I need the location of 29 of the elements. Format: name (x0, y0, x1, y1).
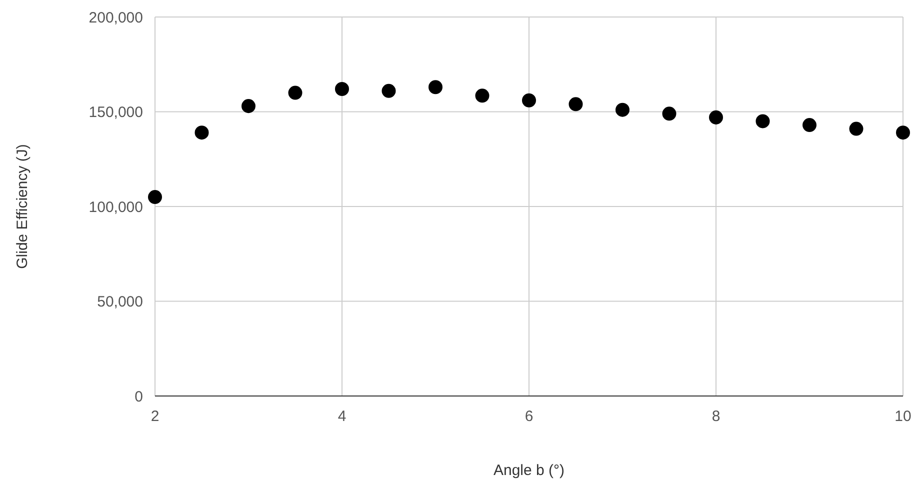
point (802, 118, 816, 132)
x-tick-label: 8 (712, 408, 720, 425)
y-tick-label: 0 (134, 388, 143, 406)
point (288, 86, 302, 100)
y-tick-label: 150,000 (88, 104, 143, 121)
point (428, 80, 442, 94)
y-tick-label: 100,000 (88, 198, 143, 216)
point (382, 84, 396, 98)
point (335, 82, 349, 96)
point (849, 122, 864, 136)
point (475, 88, 490, 103)
point (616, 102, 630, 117)
point (568, 97, 583, 112)
x-tick-label: 2 (150, 408, 160, 425)
point (242, 99, 256, 114)
y-tick-label: 200,000 (88, 9, 143, 26)
x-axis-title: Angle b (°) (493, 462, 565, 479)
point (194, 126, 209, 140)
x-tick-label: 6 (524, 408, 534, 425)
x-tick-label: 4 (338, 408, 346, 425)
point (662, 106, 676, 121)
point (709, 110, 723, 124)
x-tick-label: 10 (894, 408, 912, 425)
point (756, 114, 770, 128)
point (522, 93, 536, 108)
point (148, 190, 162, 204)
point (896, 126, 910, 140)
y-axis-title: Glide Efficiency (J) (14, 144, 31, 269)
y-tick-label: 50,000 (97, 294, 143, 310)
